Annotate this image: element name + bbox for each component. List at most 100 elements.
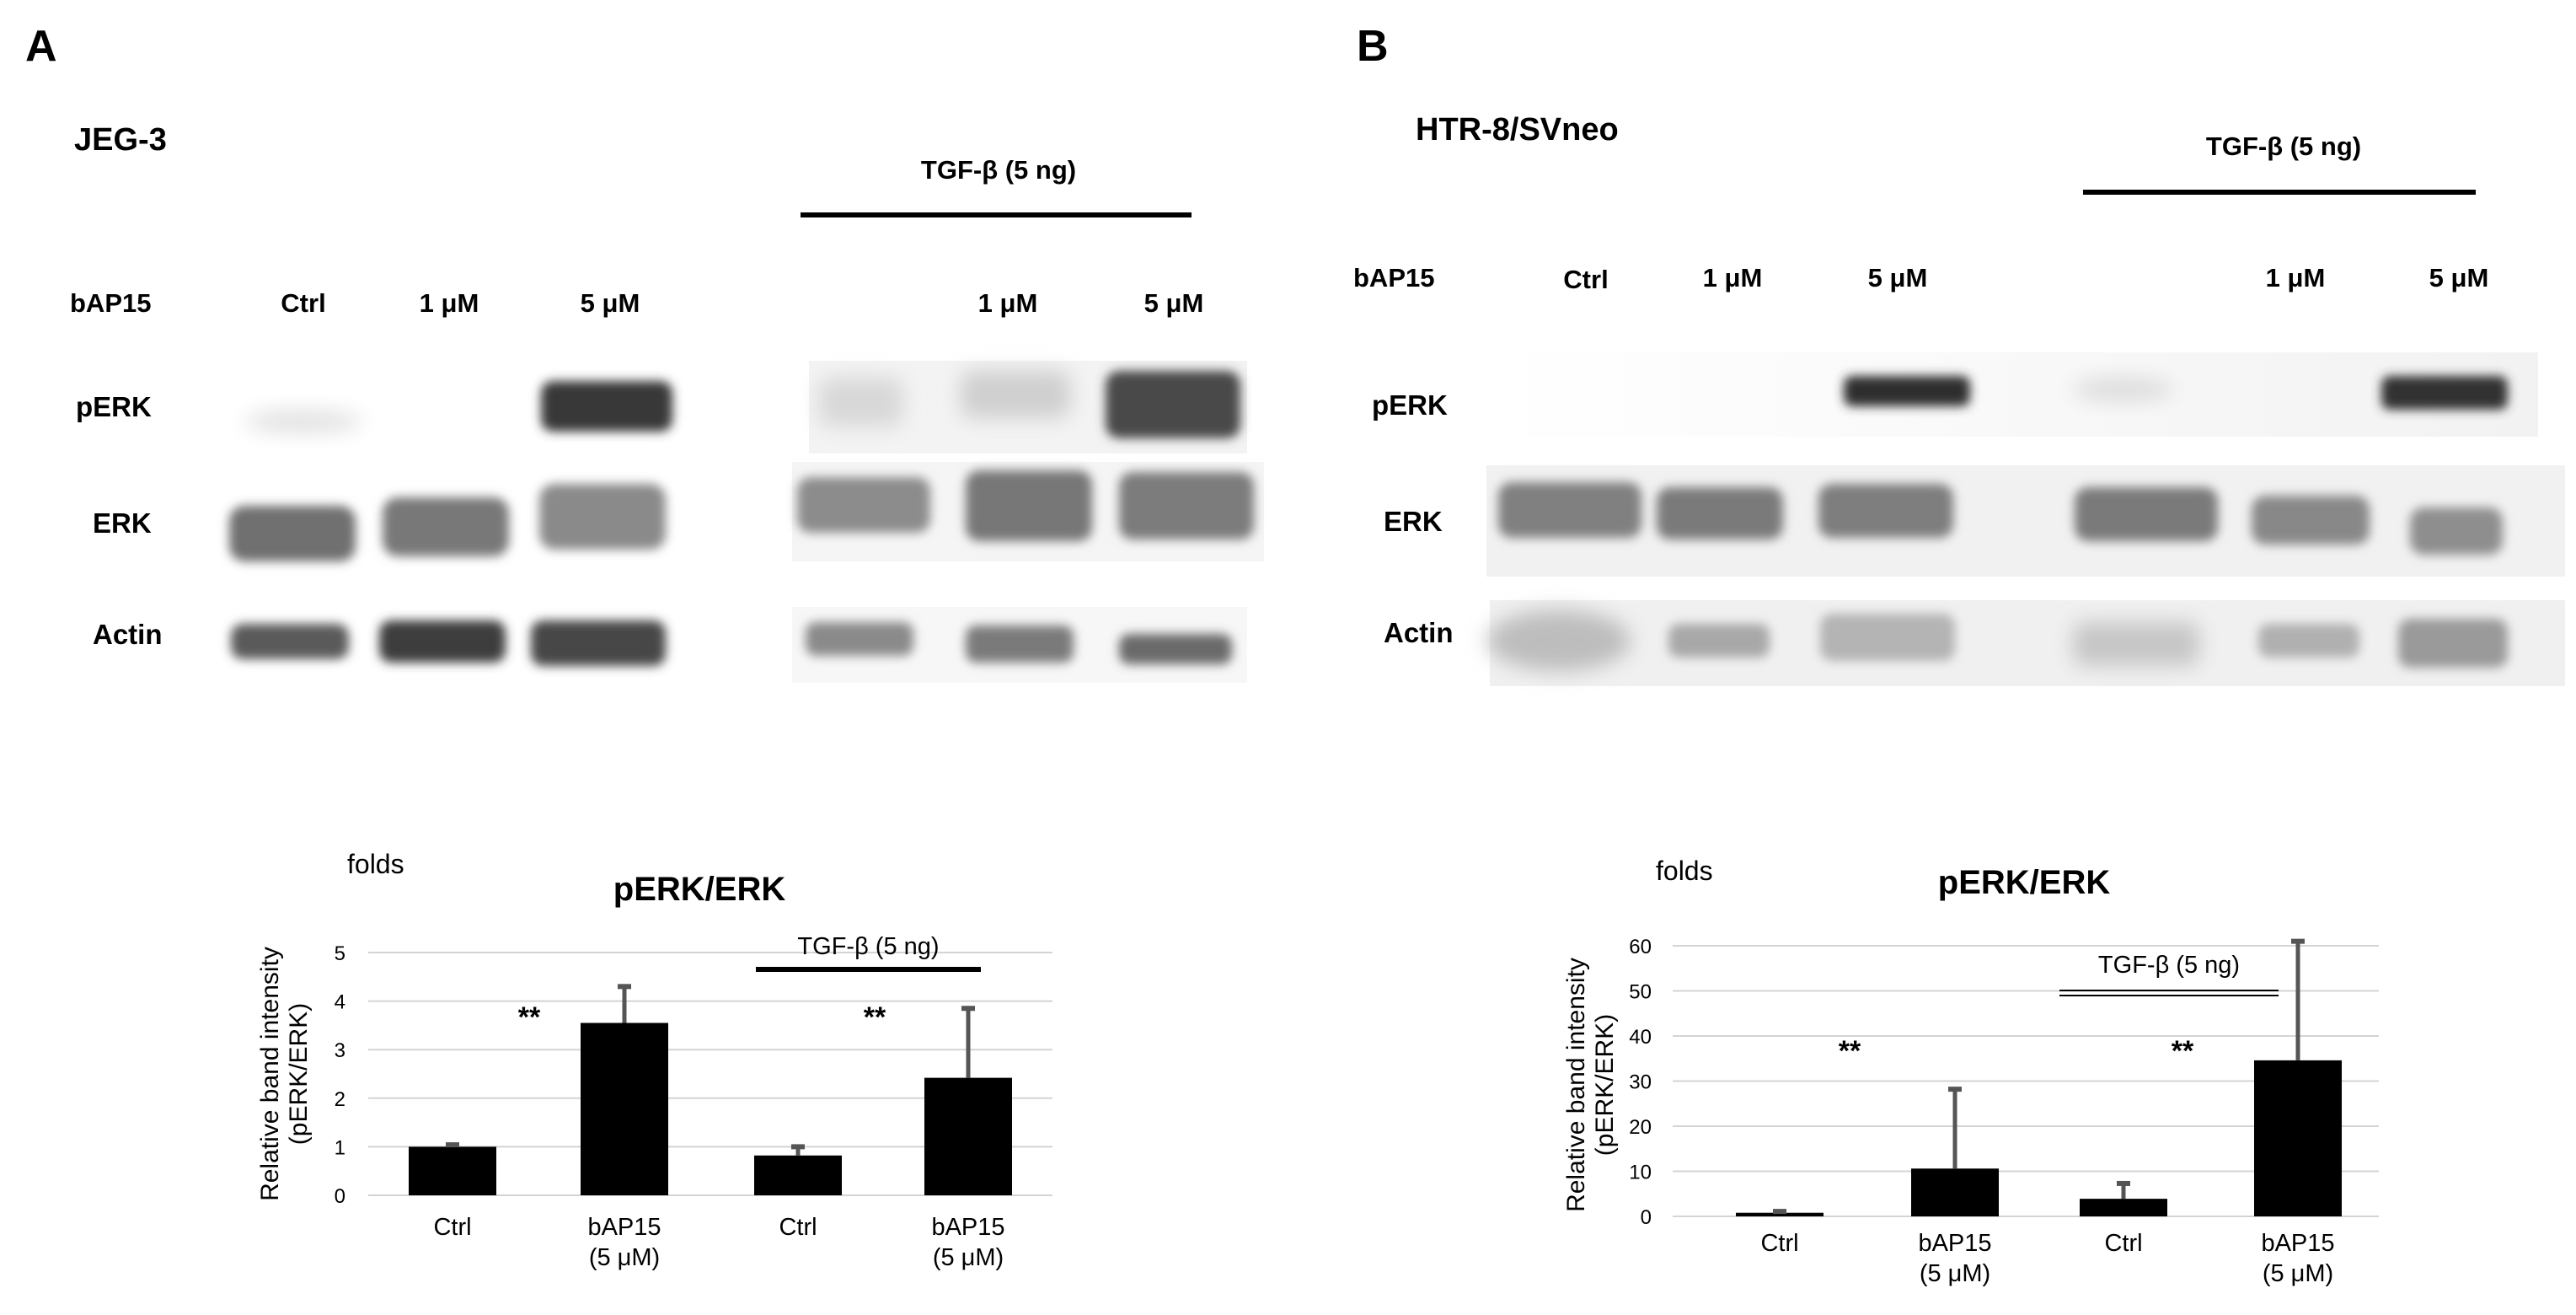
x-category-label-line: Ctrl <box>1760 1230 1798 1257</box>
group-label: TGF-β (5 ng) <box>2098 952 2240 979</box>
panel-b-band-erk-tgf <box>2075 487 2218 541</box>
panel-a-band-erk-ctrl <box>229 506 356 561</box>
x-category-label: bAP15 (5 μM) <box>1918 1230 1991 1287</box>
significance-marker: ** <box>518 1001 541 1033</box>
panel-b-lane-2: 1 μM <box>1703 263 1763 293</box>
bar <box>754 1155 842 1195</box>
panel-b-band-actin-tgf-5um <box>2398 619 2508 668</box>
x-category-label-line: bAP15 <box>587 1214 661 1241</box>
panel-a-band-erk-5um <box>539 484 666 550</box>
panel-b-band-actin-tgf <box>2073 622 2199 666</box>
y-tick-label: 1 <box>335 1136 345 1159</box>
panel-a-row-label: bAP15 <box>70 288 151 318</box>
panel-b-band-actin-5um <box>1820 614 1955 661</box>
panel-b-band-perk-tgf-5um <box>2381 376 2508 410</box>
x-category-label-line: bAP15 <box>2261 1230 2334 1257</box>
y-tick-label: 60 <box>1629 936 1652 958</box>
y-tick-label: 0 <box>335 1185 345 1208</box>
panel-a-band-actin-ctrl <box>231 624 349 659</box>
significance-marker: ** <box>864 1001 886 1033</box>
panel-a-band-actin-tgf-1um <box>966 625 1074 663</box>
x-category-label-line: Ctrl <box>433 1214 471 1241</box>
chart-a: pERK/ERK folds Relative band intensity(pER… <box>256 849 1052 1271</box>
group-label: TGF-β (5 ng) <box>797 933 939 960</box>
x-category-label-line: Ctrl <box>2104 1230 2142 1257</box>
panel-b-band-perk-tgf <box>2073 378 2174 401</box>
panel-a-blot-label-actin: Actin <box>93 619 163 650</box>
y-axis-label-line: (pERK/ERK) <box>1591 1014 1619 1156</box>
panel-a-band-perk-ctrl <box>244 410 362 433</box>
panel-a-band-perk-5um <box>541 381 672 432</box>
y-axis-label-line: Relative band intensity <box>256 947 284 1201</box>
panel-a-blot-label-perk: pERK <box>76 391 152 422</box>
y-tick-label: 0 <box>1641 1206 1652 1229</box>
bar <box>409 1146 496 1195</box>
panel-a-band-perk-tgf-5um <box>1106 371 1240 438</box>
y-tick-label: 30 <box>1629 1071 1652 1094</box>
panel-a-band-actin-tgf <box>806 622 913 656</box>
panel-b-lane-6: 5 μM <box>2429 263 2489 293</box>
panel-b-letter: B <box>1357 22 1389 71</box>
panel-a-lane-6: 5 μM <box>1144 288 1204 318</box>
chart-b: pERK/ERK folds Relative band intensity(pER… <box>1562 856 2379 1287</box>
panel-b-band-actin-1um <box>1668 624 1770 658</box>
y-tick-label: 2 <box>335 1088 345 1111</box>
bar <box>2254 1060 2342 1216</box>
y-tick-label: 50 <box>1629 981 1652 1004</box>
x-category-label: Ctrl <box>779 1214 817 1241</box>
panel-a-band-erk-tgf-5um <box>1119 472 1254 539</box>
panel-b-band-erk-1um <box>1657 487 1783 539</box>
panel-b-band-erk-5um <box>1818 484 1953 538</box>
x-category-label-line: (5 μM) <box>2263 1260 2333 1287</box>
panel-b-band-actin-tgf-1um <box>2258 624 2359 658</box>
y-tick-label: 5 <box>335 942 345 965</box>
bar <box>1911 1168 1999 1216</box>
panel-a-band-actin-tgf-5um <box>1119 634 1232 664</box>
panel-b-band-actin-ctrl <box>1487 610 1631 671</box>
panel-a-band-perk-tgf <box>819 378 903 427</box>
x-category-label-line: bAP15 <box>1918 1230 1991 1257</box>
significance-marker: ** <box>2172 1035 2194 1067</box>
y-axis-label-line: (pERK/ERK) <box>285 1003 313 1145</box>
x-category-label: bAP15 (5 μM) <box>2261 1230 2334 1287</box>
y-tick-label: 20 <box>1629 1116 1652 1139</box>
panel-b-tgf-label: TGF-β (5 ng) <box>2206 132 2361 161</box>
panel-a-lane-3: 5 μM <box>581 288 640 318</box>
panel-b-blot-label-erk: ERK <box>1384 506 1443 537</box>
panel-b-band-erk-ctrl <box>1498 482 1641 538</box>
panel-a-lane-1: Ctrl <box>281 288 325 318</box>
bar <box>1736 1212 1824 1216</box>
panel-a-tgf-label: TGF-β (5 ng) <box>921 155 1076 185</box>
panel-a-blot: A JEG-3 TGF-β (5 ng) bAP15 Ctrl 1 μM 5 μ… <box>25 22 1264 683</box>
x-category-label: Ctrl <box>2104 1230 2142 1257</box>
panel-a-band-actin-1um <box>379 620 506 663</box>
y-axis-label: Relative band intensity(pERK/ERK) <box>1562 958 1619 1212</box>
panel-b-lane-5: 1 μM <box>2266 263 2326 293</box>
chart-title: pERK/ERK <box>613 871 786 908</box>
panel-b-blot-label-actin: Actin <box>1384 617 1454 648</box>
panel-a-band-actin-5um <box>531 620 666 666</box>
panel-b-band-erk-tgf-1um <box>2252 496 2370 545</box>
panel-a-band-erk-tgf-1um <box>966 470 1092 541</box>
chart-title: pERK/ERK <box>1938 864 2111 901</box>
y-tick-label: 40 <box>1629 1026 1652 1049</box>
y-axis-label: Relative band intensity(pERK/ERK) <box>256 947 313 1201</box>
bar <box>2080 1199 2167 1216</box>
panel-a-lane-2: 1 μM <box>420 288 479 318</box>
panel-b-lane-3: 5 μM <box>1868 263 1928 293</box>
panel-b-band-perk-5um <box>1844 376 1970 406</box>
y-axis-label-line: Relative band intensity <box>1562 958 1590 1212</box>
panel-b-blot-label-perk: pERK <box>1372 389 1448 421</box>
x-category-label-line: (5 μM) <box>1920 1260 1990 1287</box>
panel-b-membrane-perk <box>1493 352 2538 437</box>
panel-a-letter: A <box>25 22 57 71</box>
y-tick-label: 4 <box>335 991 345 1014</box>
x-category-label-line: bAP15 <box>931 1214 1004 1241</box>
panel-a-band-perk-tgf-1um <box>961 371 1070 418</box>
panel-a-cell-line: JEG-3 <box>74 122 167 158</box>
bar <box>581 1022 668 1195</box>
x-category-label: bAP15 (5 μM) <box>587 1214 661 1271</box>
unit-label: folds <box>1656 856 1713 886</box>
x-category-label-line: (5 μM) <box>589 1244 660 1271</box>
